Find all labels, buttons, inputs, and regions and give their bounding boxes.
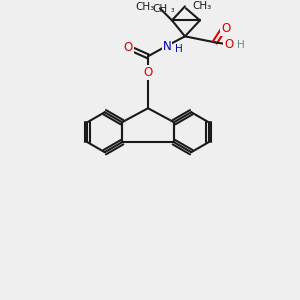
Text: CH₃: CH₃ bbox=[192, 2, 211, 11]
Text: CH₃: CH₃ bbox=[136, 2, 155, 12]
Text: O: O bbox=[143, 66, 153, 79]
Text: H: H bbox=[175, 44, 183, 54]
Text: O: O bbox=[123, 41, 133, 54]
Text: ₃: ₃ bbox=[170, 5, 174, 14]
Text: CH: CH bbox=[152, 4, 167, 14]
Text: H: H bbox=[237, 40, 244, 50]
Text: N: N bbox=[163, 40, 171, 53]
Text: O: O bbox=[221, 22, 230, 35]
Text: O: O bbox=[224, 38, 233, 51]
